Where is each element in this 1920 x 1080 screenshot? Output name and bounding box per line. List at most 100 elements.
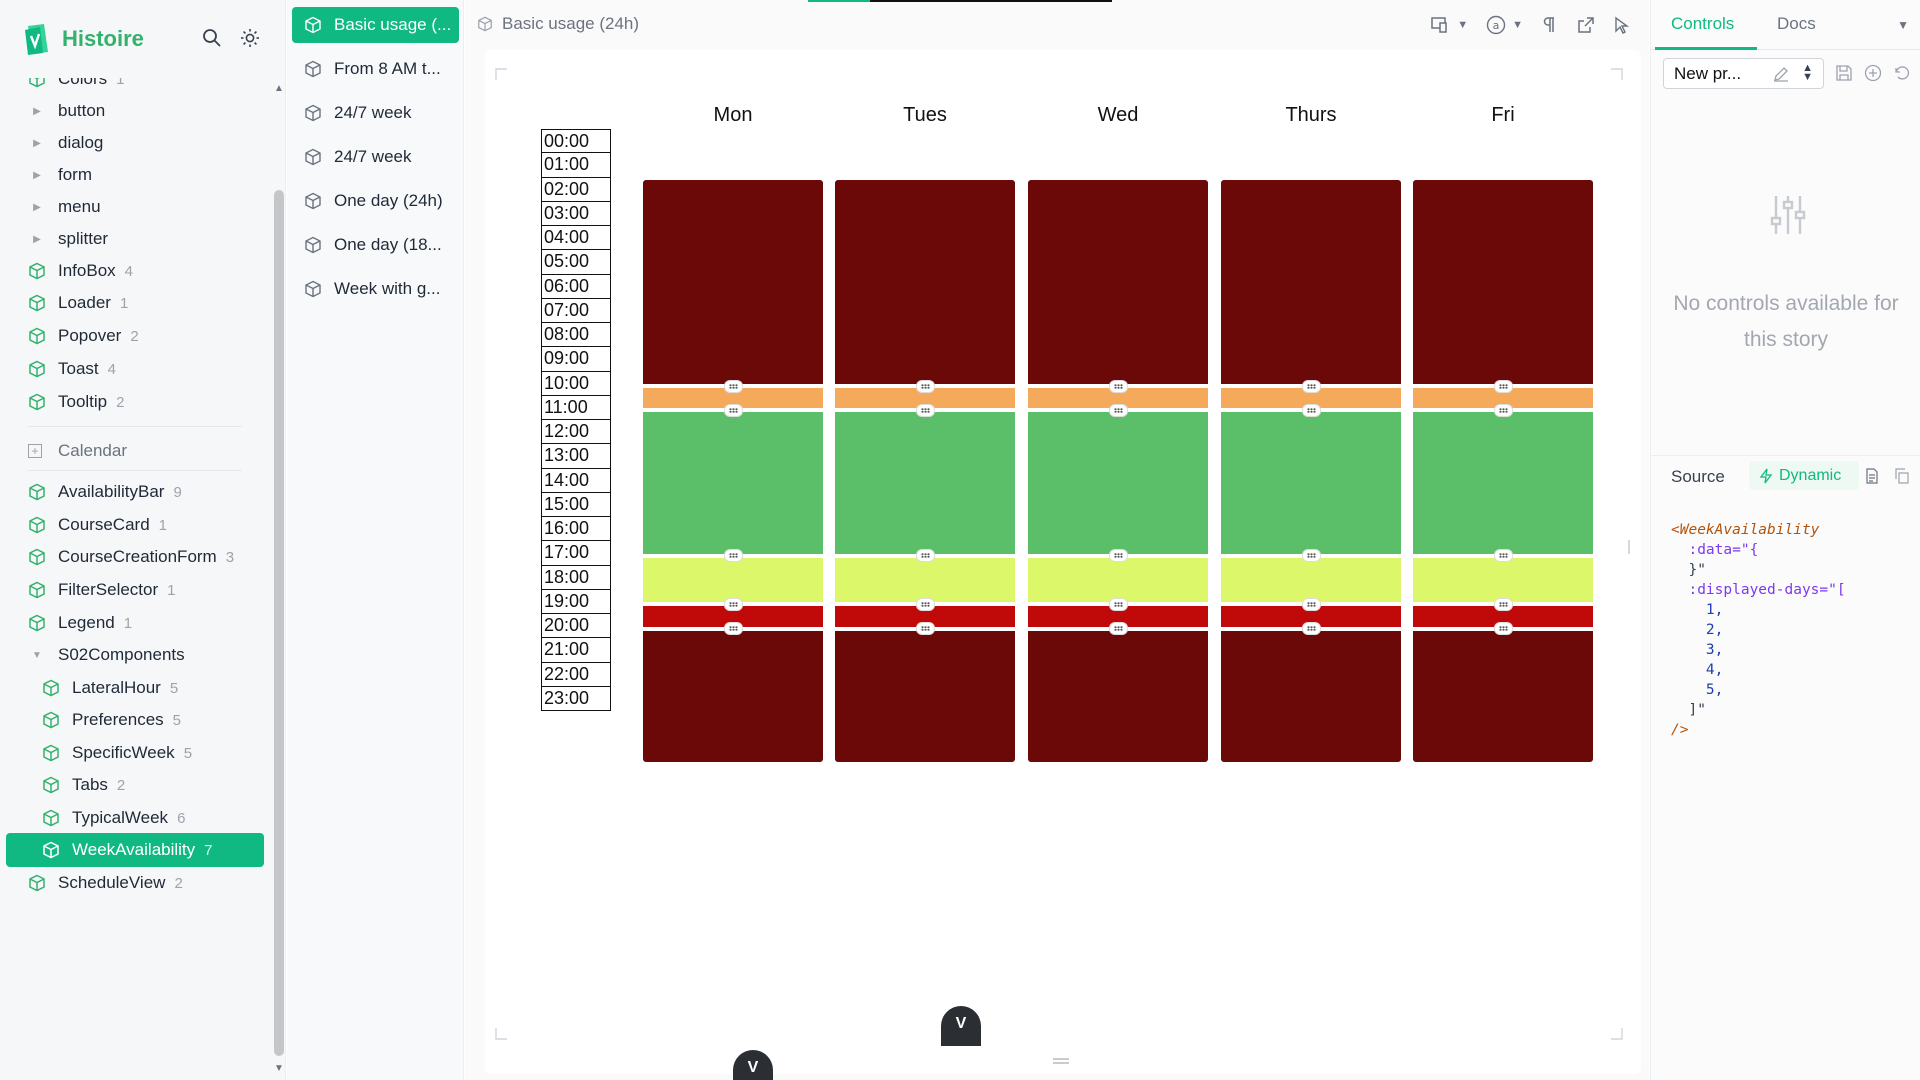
sidebar-item-filterselector[interactable]: FilterSelector 1 <box>0 573 262 607</box>
availability-block[interactable] <box>1028 630 1208 762</box>
sidebar-item-infobox[interactable]: InfoBox 4 <box>0 254 262 288</box>
resize-handle[interactable] <box>1053 1062 1069 1064</box>
sidebar-item-typicalweek[interactable]: TypicalWeek 6 <box>0 801 262 835</box>
availability-block[interactable] <box>835 557 1015 603</box>
sidebar-item-button[interactable]: ▶ button <box>0 94 262 128</box>
availability-block[interactable] <box>1413 630 1593 762</box>
availability-block[interactable] <box>835 630 1015 762</box>
drag-handle-icon[interactable] <box>1303 380 1320 392</box>
availability-block[interactable] <box>835 606 1015 627</box>
availability-block[interactable] <box>835 412 1015 554</box>
availability-block[interactable] <box>835 388 1015 409</box>
scroll-up-arrow-icon[interactable]: ▲ <box>274 83 284 94</box>
drag-handle-icon[interactable] <box>725 550 742 562</box>
sidebar-item-lateralhour[interactable]: LateralHour 5 <box>0 671 262 705</box>
drag-handle-icon[interactable] <box>1303 598 1320 610</box>
collapse-handle[interactable]: V <box>941 1006 981 1046</box>
availability-block[interactable] <box>1413 412 1593 554</box>
scroll-down-arrow-icon[interactable]: ▼ <box>274 1063 284 1074</box>
app-logo[interactable]: Histoire <box>22 22 144 56</box>
variant-item[interactable]: Week with g... <box>292 271 459 307</box>
variant-item[interactable]: 24/7 week <box>292 95 459 131</box>
availability-block[interactable] <box>1221 412 1401 554</box>
availability-block[interactable] <box>643 388 823 409</box>
availability-block[interactable] <box>643 630 823 762</box>
drag-handle-icon[interactable] <box>725 623 742 635</box>
sidebar-item-tabs[interactable]: Tabs 2 <box>0 768 262 802</box>
rtl-toggle-button[interactable] <box>1541 13 1559 37</box>
drag-handle-icon[interactable] <box>1495 550 1512 562</box>
sidebar-item-tooltip[interactable]: Tooltip 2 <box>0 385 262 419</box>
availability-block[interactable] <box>1028 557 1208 603</box>
drag-handle-icon[interactable] <box>1110 380 1127 392</box>
dynamic-source-toggle[interactable]: Dynamic <box>1749 461 1859 490</box>
sidebar-group-calendar[interactable]: + Calendar <box>0 434 262 468</box>
drag-handle-icon[interactable] <box>1495 380 1512 392</box>
drag-handle-icon[interactable] <box>1495 623 1512 635</box>
sidebar-item-legend[interactable]: Legend 1 <box>0 606 262 640</box>
availability-block[interactable] <box>643 606 823 627</box>
variant-item[interactable]: From 8 AM t... <box>292 51 459 87</box>
drag-handle-icon[interactable] <box>1303 623 1320 635</box>
search-icon[interactable] <box>200 26 224 50</box>
sidebar-item-toast[interactable]: Toast 4 <box>0 352 262 386</box>
availability-block[interactable] <box>1028 412 1208 554</box>
drag-handle-icon[interactable] <box>1110 404 1127 416</box>
availability-block[interactable] <box>1413 606 1593 627</box>
availability-block[interactable] <box>1221 630 1401 762</box>
variant-item[interactable]: One day (18... <box>292 227 459 263</box>
resize-handle[interactable] <box>1053 1058 1069 1060</box>
sidebar-item-specificweek[interactable]: SpecificWeek 5 <box>0 736 262 770</box>
sidebar-item-loader[interactable]: Loader 1 <box>0 286 262 320</box>
preset-select[interactable]: New pr... ▲ ▼ <box>1663 58 1824 89</box>
drag-handle-icon[interactable] <box>1110 623 1127 635</box>
availability-block[interactable] <box>643 557 823 603</box>
responsive-size-button[interactable]: ▼ <box>1431 13 1468 37</box>
availability-block[interactable] <box>1221 606 1401 627</box>
availability-block[interactable] <box>643 412 823 554</box>
availability-block[interactable] <box>1028 180 1208 385</box>
sidebar-item-splitter[interactable]: ▶ splitter <box>0 222 262 256</box>
tab-controls[interactable]: Controls <box>1671 14 1735 33</box>
sidebar-item-availabilitybar[interactable]: AvailabilityBar 9 <box>0 475 262 509</box>
sidebar-item-coursecard[interactable]: CourseCard 1 <box>0 508 262 542</box>
drag-handle-icon[interactable] <box>725 380 742 392</box>
drag-handle-icon[interactable] <box>917 623 934 635</box>
pencil-icon[interactable] <box>1773 66 1789 82</box>
drag-handle-icon[interactable] <box>917 598 934 610</box>
drag-handle-icon[interactable] <box>1495 404 1512 416</box>
drag-handle-icon[interactable] <box>1110 550 1127 562</box>
availability-block[interactable] <box>1028 388 1208 409</box>
drag-handle-icon[interactable] <box>917 380 934 392</box>
drag-handle-icon[interactable] <box>725 598 742 610</box>
drag-handle-icon[interactable] <box>917 550 934 562</box>
static-source-icon[interactable] <box>1864 468 1880 484</box>
sidebar-item-form[interactable]: ▶ form <box>0 158 262 192</box>
sidebar-item-weekavailability[interactable]: WeekAvailability 7 <box>6 833 264 867</box>
drag-handle-icon[interactable] <box>917 404 934 416</box>
availability-block[interactable] <box>643 180 823 385</box>
variant-item[interactable]: One day (24h) <box>292 183 459 219</box>
availability-block[interactable] <box>1413 180 1593 385</box>
copy-icon[interactable] <box>1894 468 1910 484</box>
theme-sun-icon[interactable] <box>238 26 262 50</box>
sidebar-item-s02components[interactable]: ▼ S02Components <box>0 638 262 672</box>
sidebar-item-coursecreationform[interactable]: CourseCreationForm 3 <box>0 540 262 574</box>
sidebar-item-dialog[interactable]: ▶ dialog <box>0 126 262 160</box>
open-new-tab-button[interactable] <box>1577 13 1595 37</box>
sidebar-item-scheduleview[interactable]: ScheduleView 2 <box>0 866 262 900</box>
background-preset-button[interactable]: a ▼ <box>1486 13 1523 37</box>
availability-block[interactable] <box>835 180 1015 385</box>
chevron-down-icon[interactable]: ▼ <box>1897 18 1909 32</box>
scrollbar-thumb[interactable] <box>274 190 284 1056</box>
tab-docs[interactable]: Docs <box>1777 14 1816 33</box>
reset-icon[interactable] <box>1893 64 1911 82</box>
sidebar-item-colors[interactable]: Colors 1 <box>0 78 262 96</box>
drag-handle-icon[interactable] <box>1303 550 1320 562</box>
sidebar-item-preferences[interactable]: Preferences 5 <box>0 703 262 737</box>
sidebar-item-popover[interactable]: Popover 2 <box>0 319 262 353</box>
availability-block[interactable] <box>1221 557 1401 603</box>
availability-block[interactable] <box>1221 180 1401 385</box>
save-icon[interactable] <box>1835 64 1853 82</box>
availability-block[interactable] <box>1221 388 1401 409</box>
